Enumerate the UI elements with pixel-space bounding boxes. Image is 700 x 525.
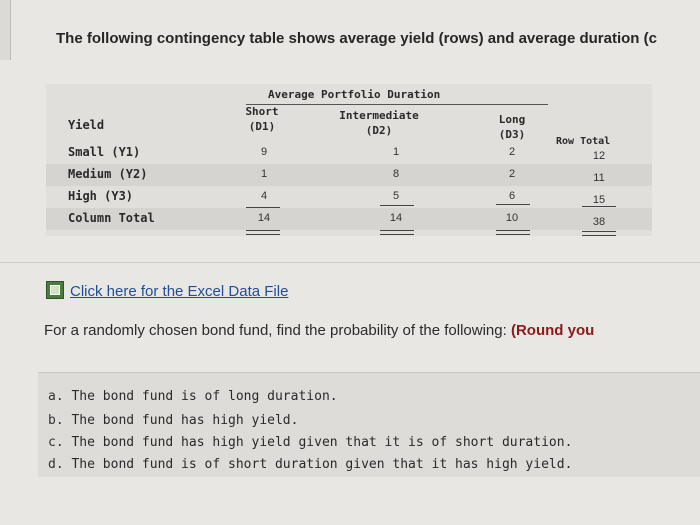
column-header-intermediate: Intermediate (D2) (324, 108, 434, 138)
table-cell: 8 (392, 168, 400, 180)
rounding-hint: (Round you (510, 322, 595, 339)
question-parts: a. The bond fund is of long duration. b.… (38, 372, 700, 477)
row-label: Small (Y1) (68, 145, 141, 159)
yield-label: Yield (68, 118, 105, 132)
sum-rule (496, 204, 530, 205)
part-letter: b. (48, 413, 64, 428)
table-cell: 4 (260, 190, 268, 202)
question-text: The following contingency table shows av… (56, 30, 657, 47)
sum-rule (246, 207, 280, 208)
table-header: Average Portfolio Duration Short (D1) In… (46, 84, 652, 148)
row-label: Medium (Y2) (68, 167, 148, 181)
row-total-cell: 11 (593, 172, 605, 184)
list-item: c. The bond fund has high yield given th… (48, 435, 572, 450)
table-cell: 1 (392, 146, 400, 158)
grand-total-cell: 38 (592, 216, 606, 228)
row-total-header: Row Total (556, 136, 611, 147)
table-cell: 9 (260, 146, 268, 158)
group-title: Average Portfolio Duration (268, 88, 441, 101)
column-name: Long (498, 113, 526, 126)
contingency-table: Average Portfolio Duration Short (D1) In… (46, 84, 652, 236)
column-name: Intermediate (339, 109, 419, 122)
part-text: The bond fund has high yield given that … (71, 435, 573, 450)
double-rule (246, 230, 280, 235)
list-item: a. The bond fund is of long duration. (48, 389, 338, 404)
column-header-short: Short (D1) (232, 104, 292, 134)
part-text: The bond fund is of short duration given… (71, 457, 573, 472)
table-cell: 5 (392, 190, 400, 202)
part-text: The bond fund has high yield. (71, 413, 299, 428)
column-code: (D3) (498, 128, 526, 141)
part-text: The bond fund is of long duration. (71, 389, 338, 404)
table-cell: 6 (508, 190, 516, 202)
spreadsheet-icon (46, 281, 64, 299)
part-letter: c. (48, 435, 64, 450)
table-cell: 2 (508, 146, 516, 158)
left-edge-bar (0, 0, 11, 60)
column-total-cell: 10 (505, 212, 519, 224)
column-total-label: Column Total (68, 211, 155, 225)
list-item: b. The bond fund has high yield. (48, 413, 298, 428)
list-item: d. The bond fund is of short duration gi… (48, 457, 572, 472)
column-total-cell: 14 (389, 212, 403, 224)
excel-link-text: Click here for the Excel Data File (70, 283, 289, 300)
table-row: High (Y3) 4 5 6 15 (46, 186, 652, 208)
row-total-cell: 15 (592, 194, 606, 206)
double-rule (380, 230, 414, 235)
row-label: High (Y3) (68, 189, 134, 203)
sum-rule (380, 205, 414, 206)
column-total-row: Column Total 14 14 10 38 (46, 208, 652, 230)
section-divider (0, 262, 700, 263)
part-letter: a. (48, 389, 64, 404)
column-header-long: Long (D3) (482, 112, 542, 142)
table-row: Medium (Y2) 1 8 2 11 (46, 164, 652, 186)
part-letter: d. (48, 457, 64, 472)
double-rule (496, 230, 530, 235)
excel-data-file-link[interactable]: Click here for the Excel Data File (46, 281, 288, 300)
table-cell: 2 (508, 168, 516, 180)
table-cell: 1 (260, 168, 268, 180)
column-total-cell: 14 (257, 212, 271, 224)
double-rule (582, 231, 616, 236)
probability-prompt: For a randomly chosen bond fund, find th… (44, 322, 594, 339)
column-code: (D2) (365, 124, 393, 137)
column-name: Short (245, 105, 279, 118)
row-total-cell: 12 (592, 150, 606, 162)
sum-rule (582, 206, 616, 207)
column-code: (D1) (248, 120, 276, 133)
table-row: Small (Y1) 9 1 2 12 (46, 142, 652, 164)
prompt-text: For a randomly chosen bond fund, find th… (44, 322, 511, 339)
group-title-rule (246, 104, 548, 105)
